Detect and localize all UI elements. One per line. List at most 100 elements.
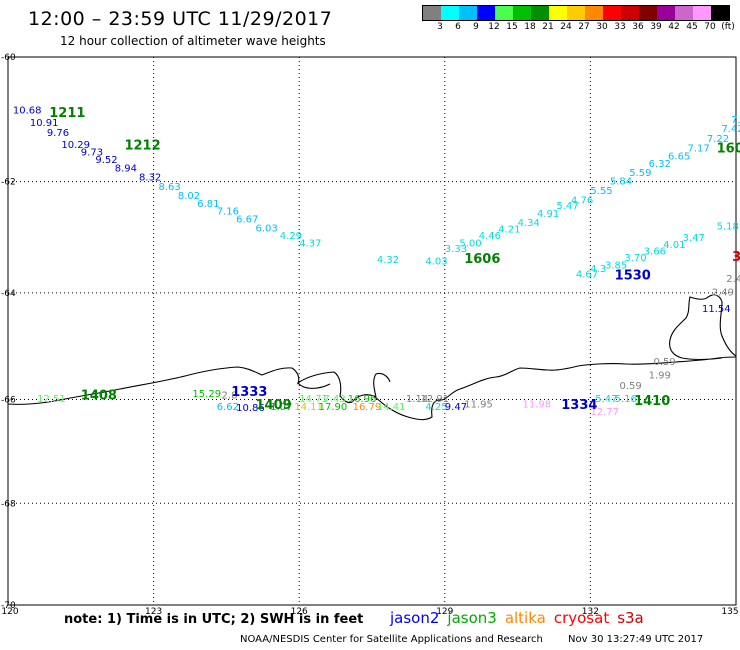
legend-entry-jason2: jason2 <box>390 609 440 627</box>
latitude-tick-label: -70 <box>1 601 16 611</box>
wave-height-value: 4.3 <box>590 264 606 275</box>
wave-height-value: 3.33 <box>445 244 467 255</box>
color-scale-label: 9 <box>473 22 479 32</box>
color-swatch <box>567 6 585 20</box>
wave-height-value: 7.42 <box>721 124 740 135</box>
wave-height-value: 7.4 <box>731 115 740 126</box>
color-scale-bar <box>422 5 730 21</box>
wave-height-value: 12.77 <box>590 407 619 418</box>
wave-height-value: 8.32 <box>139 173 161 184</box>
credit-line: NOAA/NESDIS Center for Satellite Applica… <box>240 634 725 645</box>
wave-height-value: 4.46 <box>479 231 501 242</box>
graticule <box>8 57 736 605</box>
longitude-tick-label: 129 <box>436 607 453 617</box>
wave-height-value: 5.00 <box>459 238 481 249</box>
antarctic-coastline <box>7 294 737 421</box>
color-swatch <box>639 6 657 20</box>
wave-height-value: 7.43 <box>323 394 345 405</box>
wave-height-value: 6.62 <box>217 402 239 413</box>
wave-height-value: 6.32 <box>649 159 671 170</box>
legend-entry-s3a: s3a <box>617 609 644 627</box>
color-scale-label: 70 <box>704 22 716 32</box>
wave-height-value: 3.47 <box>683 233 705 244</box>
wave-height-value: 5.84 <box>610 177 632 188</box>
longitude-tick-label: 132 <box>582 607 599 617</box>
wave-height-value: 5.47 <box>595 394 617 405</box>
wave-height-value: 12.91 <box>421 394 450 405</box>
color-scale-label: 42 <box>668 22 680 32</box>
legend-entry-cryosat: cryosat <box>553 609 610 627</box>
wave-height-value: 3.85 <box>605 260 627 271</box>
wave-height-value: 4.76 <box>571 195 593 206</box>
wave-height-value: 4.37 <box>299 238 321 249</box>
wave-height-value: 2.8 <box>222 390 238 401</box>
color-swatch <box>585 6 603 20</box>
wave-height-value: 14.41 <box>377 402 406 413</box>
credit-timestamp: Nov 30 13:27:49 UTC 2017 <box>568 634 704 645</box>
wave-height-value: 4.25 <box>425 402 447 413</box>
pass-time-label: 1212 <box>124 139 160 154</box>
wave-height-value: 5.16 <box>615 394 637 405</box>
map-title: 12:00 – 23:59 UTC 11/29/2017 <box>28 8 333 30</box>
wave-height-value: 1.07 <box>270 402 292 413</box>
color-swatch <box>531 6 549 20</box>
color-swatch <box>657 6 675 20</box>
wave-height-value: 17.90 <box>319 402 348 413</box>
wave-height-value: 3.66 <box>644 247 666 258</box>
wave-height-value: 4.34 <box>518 218 540 229</box>
color-swatch <box>711 6 729 20</box>
wave-height-value: 5.18 <box>717 222 739 233</box>
color-swatch <box>477 6 495 20</box>
axis-tick-labels: 120 123 126 129 132 135 -60 -62 -64 -66 -68 -70 <box>1 53 739 617</box>
longitude-tick-label: 126 <box>291 607 308 617</box>
longitude-tick-label: 120 <box>1 607 18 617</box>
wave-height-value: 10.86 <box>236 403 265 414</box>
wave-height-value: 6.03 <box>256 223 278 234</box>
wave-height-value: 10.29 <box>61 140 90 151</box>
color-scale-label: 45 <box>686 22 698 32</box>
wave-height-value: 1.14 <box>406 394 428 405</box>
pass-time-label: 1410 <box>634 394 670 409</box>
wave-height-value: 4.91 <box>537 209 559 220</box>
wave-height-value: 9.47 <box>445 402 467 413</box>
wave-height-value: 8.02 <box>178 191 200 202</box>
color-swatch <box>423 6 441 20</box>
satellite-legend: jason2 jason3 altika cryosat s3a <box>390 609 652 627</box>
wave-height-value: 6.81 <box>197 199 219 210</box>
latitude-tick-label: -60 <box>1 53 16 63</box>
pass-time-label: 1409 <box>256 398 292 413</box>
latitude-tick-label: -68 <box>1 499 16 509</box>
wave-height-value: 7.17 <box>687 143 709 154</box>
wave-height-value: 7.22 <box>707 134 729 145</box>
pass-time-label: 1334 <box>561 398 597 413</box>
latitude-tick-label: -62 <box>1 178 16 188</box>
wave-height-value: 16.79 <box>353 402 382 413</box>
wave-height-value: 4.01 <box>663 240 685 251</box>
map-frame <box>7 56 737 606</box>
pass-time-label: 1211 <box>49 106 85 121</box>
wave-height-value: 10.68 <box>13 106 42 117</box>
map-subtitle: 12 hour collection of altimeter wave hei… <box>60 34 326 48</box>
wave-height-value: 4.03 <box>425 257 447 268</box>
wave-height-value: 4.29 <box>280 231 302 242</box>
color-scale-label: 27 <box>578 22 590 32</box>
wave-height-value: 14.11 <box>294 402 323 413</box>
color-scale-label: 18 <box>524 22 536 32</box>
wave-height-value: 2.43 <box>726 274 740 285</box>
wave-height-value: 16.96 <box>348 394 377 405</box>
color-scale-label: 21 <box>542 22 554 32</box>
longitude-tick-label: 123 <box>145 607 162 617</box>
wave-height-value: 4.21 <box>498 224 520 235</box>
color-scale-label: (ft) <box>721 22 735 32</box>
pass-time-label: 1606 <box>464 252 500 267</box>
legend-entry-jason3: jason3 <box>447 609 497 627</box>
wave-height-value: 10.91 <box>30 118 59 129</box>
wave-height-observations: 10.6810.919.7610.299.739.528.948.328.638… <box>13 106 740 419</box>
wave-height-value: 0.59 <box>620 381 642 392</box>
pass-time-label: 1530 <box>615 268 651 283</box>
legend-entry-altika: altika <box>504 609 546 627</box>
credit-organization: NOAA/NESDIS Center for Satellite Applica… <box>240 634 543 645</box>
wave-height-value: 11.95 <box>464 399 493 410</box>
